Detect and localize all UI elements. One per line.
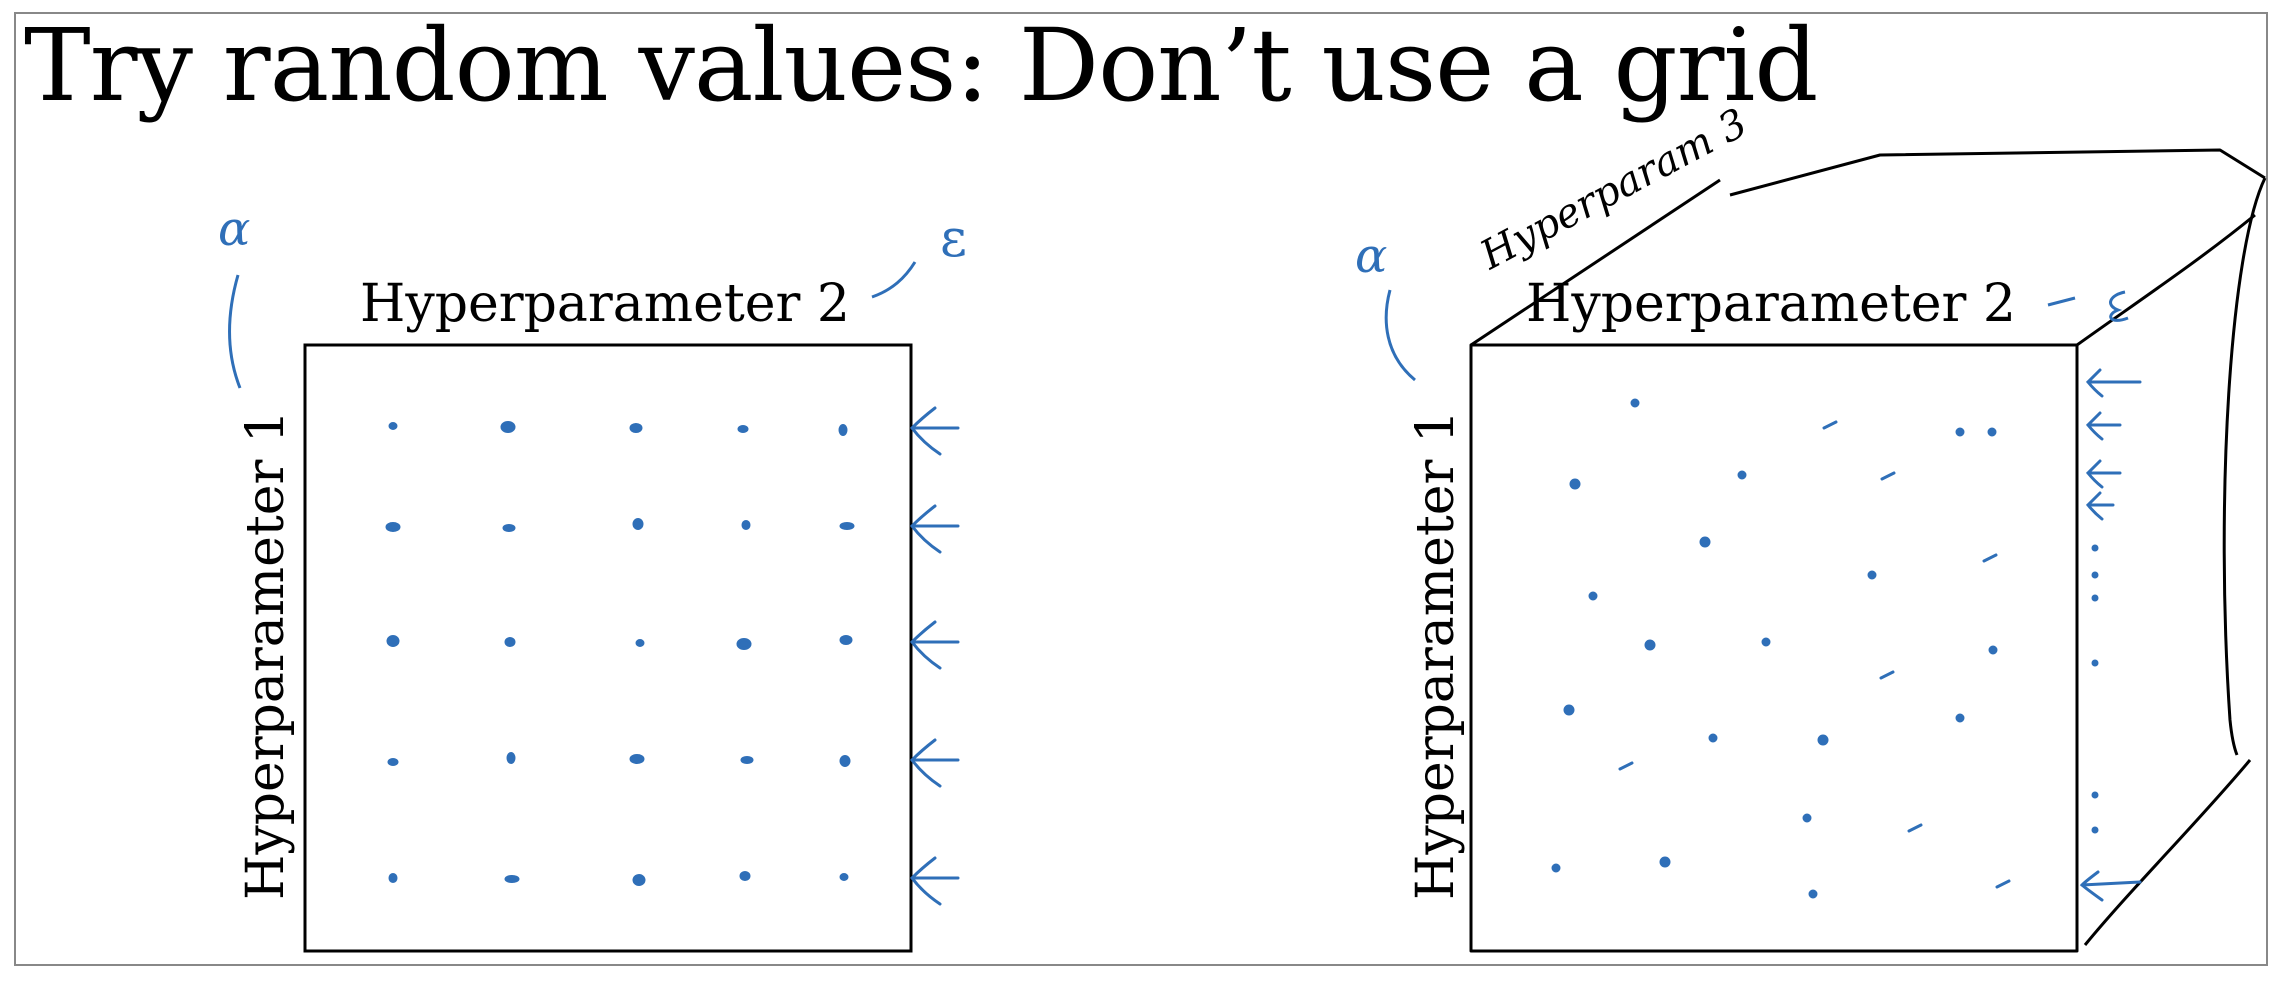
- grid-point: [388, 422, 398, 430]
- projection-arrow: [2079, 870, 2142, 902]
- grid-point: [632, 518, 644, 530]
- grid-point: [737, 425, 749, 433]
- random-point: [1995, 879, 2011, 889]
- left-row-arrows: [910, 406, 960, 906]
- grid-point: [385, 522, 401, 532]
- random-point: [1659, 856, 1671, 868]
- projection-tick: [2091, 571, 2099, 579]
- projection-arrow: [2085, 459, 2122, 489]
- random-point: [1737, 470, 1747, 480]
- right-cube-bottom-right-edge: [2083, 759, 2252, 946]
- grid-point: [839, 873, 849, 881]
- right-cube-back-vertical-edge: [2222, 177, 2267, 756]
- grid-point: [740, 756, 754, 764]
- grid-point: [504, 637, 516, 647]
- grid-point: [388, 873, 398, 883]
- random-point: [1907, 823, 1923, 833]
- grid-point: [632, 874, 646, 886]
- row-arrow: [910, 738, 960, 788]
- random-point: [1644, 639, 1656, 651]
- right-cube-top-right-edge: [2076, 213, 2256, 347]
- right-cube-top-left-edge: [1470, 178, 1721, 347]
- right-projection-arrows: [2079, 368, 2142, 902]
- random-point: [1699, 536, 1711, 548]
- random-point: [1987, 427, 1997, 437]
- grid-point: [838, 424, 848, 436]
- random-point: [1822, 420, 1838, 430]
- random-point: [1867, 570, 1877, 580]
- projection-tick: [2091, 826, 2099, 834]
- left-alpha-symbol: α: [218, 201, 250, 257]
- right-x-axis-label: Hyperparameter 2: [1526, 274, 2017, 334]
- grid-point: [739, 871, 751, 881]
- right-cube-front-face: [1469, 343, 2079, 953]
- grid-point: [386, 635, 400, 647]
- left-epsilon-stroke: [871, 261, 917, 299]
- projection-tick: [2091, 659, 2099, 667]
- random-point: [1880, 471, 1896, 481]
- grid-point: [741, 520, 751, 530]
- left-grid-square: [303, 343, 913, 953]
- projection-arrow: [2085, 368, 2142, 398]
- projection-tick: [2091, 791, 2099, 799]
- grid-point: [500, 421, 516, 433]
- random-point: [1630, 398, 1640, 408]
- left-alpha-stroke: [228, 274, 242, 389]
- random-point: [1569, 478, 1581, 490]
- random-point: [1761, 637, 1771, 647]
- right-random-points: [1551, 398, 2011, 899]
- left-x-axis-label: Hyperparameter 2: [360, 274, 851, 334]
- right-epsilon-dash: [2047, 296, 2076, 307]
- grid-point: [839, 755, 851, 767]
- grid-point: [502, 524, 516, 532]
- left-grid-points: [385, 421, 855, 886]
- right-cube-top-back-edge: [1729, 148, 2266, 197]
- random-point: [1808, 889, 1818, 899]
- random-point: [1618, 761, 1634, 771]
- grid-point: [506, 752, 516, 764]
- projection-tick: [2091, 594, 2099, 602]
- right-cube: [1469, 148, 2267, 953]
- projection-tick: [2091, 544, 2099, 552]
- random-point: [1708, 733, 1718, 743]
- grid-point: [839, 522, 855, 530]
- grid-point: [504, 875, 520, 883]
- random-point: [1955, 427, 1965, 437]
- slide: [14, 12, 2268, 966]
- grid-point: [629, 754, 645, 764]
- right-alpha-stroke: [1384, 289, 1416, 382]
- random-point: [1551, 863, 1561, 873]
- grid-point: [629, 423, 643, 433]
- projection-arrow: [2085, 491, 2115, 521]
- random-point: [1563, 704, 1575, 716]
- right-alpha-symbol: α: [1355, 228, 1387, 284]
- random-point: [1988, 645, 1998, 655]
- right-epsilon-symbol: [2109, 290, 2129, 322]
- row-arrow: [910, 856, 960, 906]
- grid-point: [736, 638, 752, 650]
- random-point: [1588, 591, 1598, 601]
- random-point: [1817, 734, 1829, 746]
- grid-point: [387, 758, 399, 766]
- row-arrow: [910, 504, 960, 554]
- row-arrow: [910, 620, 960, 670]
- random-point: [1982, 553, 1998, 563]
- row-arrow: [910, 406, 960, 456]
- projection-arrow: [2085, 411, 2122, 441]
- random-point: [1955, 713, 1965, 723]
- grid-point: [635, 639, 645, 647]
- random-point: [1879, 670, 1895, 680]
- slide-title: Try random values: Don’t use a grid: [24, 7, 1818, 124]
- grid-point: [839, 635, 853, 645]
- random-point: [1802, 813, 1812, 823]
- left-epsilon-symbol: ε: [940, 209, 967, 269]
